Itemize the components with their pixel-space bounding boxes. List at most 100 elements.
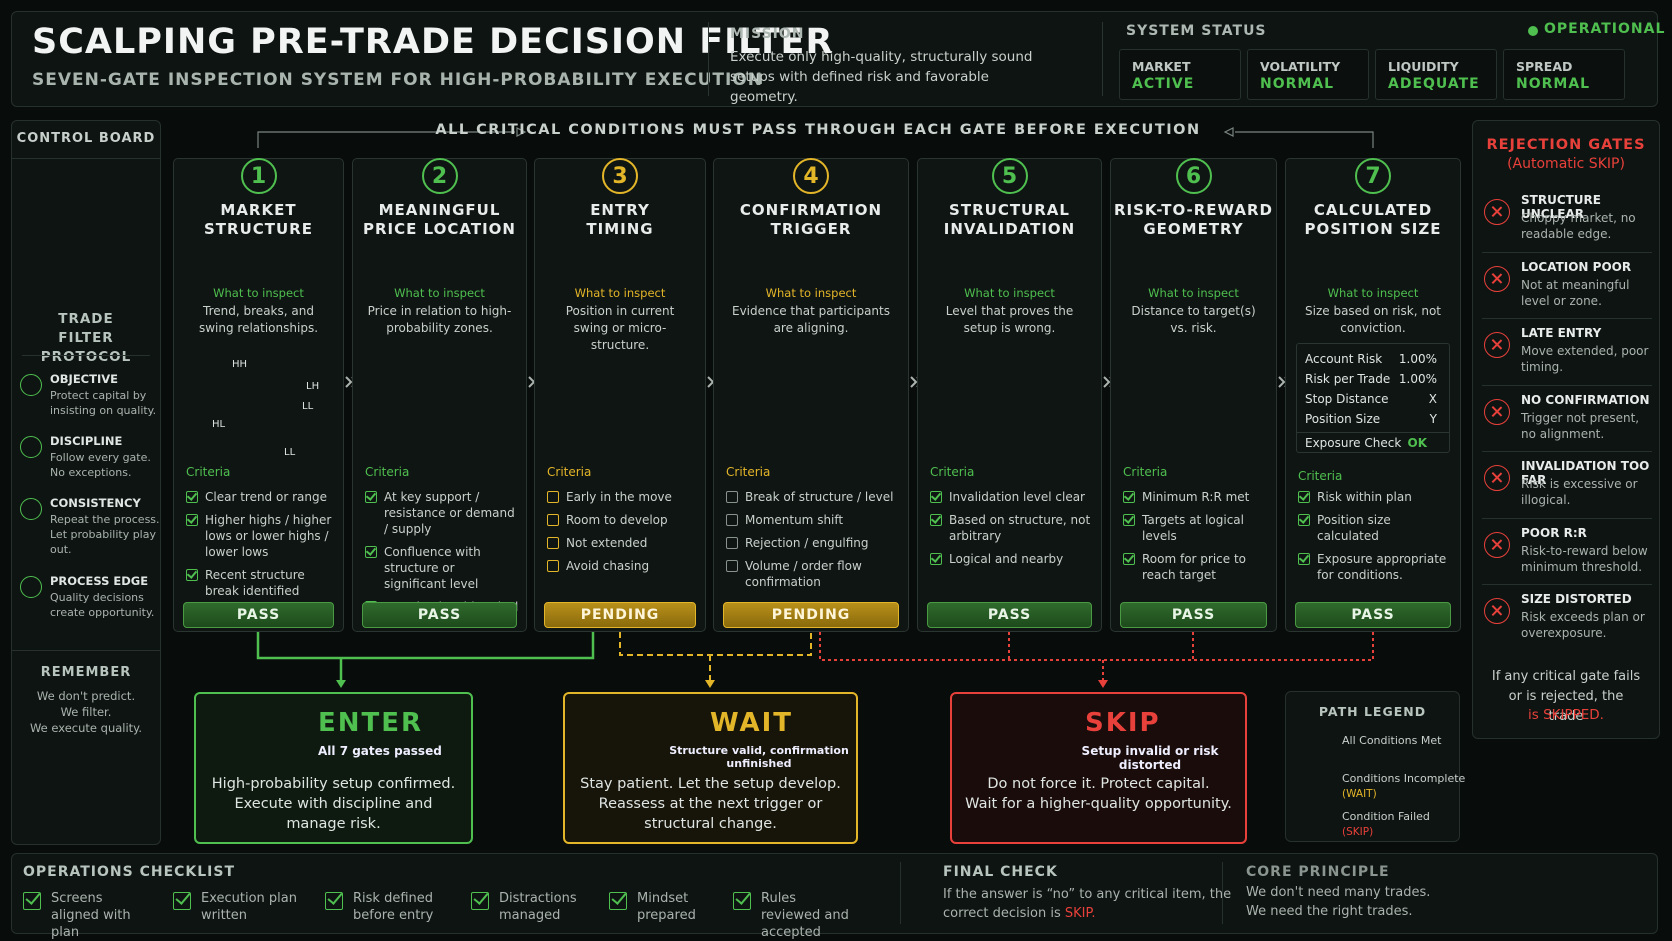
outcome-line: Reassess at the next trigger or structur… [598, 796, 823, 832]
divider [1222, 862, 1223, 924]
gate-inspect-label: What to inspect [964, 286, 1055, 300]
checkbox [186, 514, 198, 526]
checklist-title: OPERATIONS CHECKLIST [23, 864, 236, 880]
protocol-item-title: OBJECTIVE [50, 372, 118, 386]
criterion-text: Avoid chasing [566, 559, 650, 573]
checklist-item: Risk defined before entry [325, 890, 449, 924]
cb-title: CONTROL BOARD [16, 131, 156, 146]
rule [1297, 432, 1449, 433]
checklist-box [173, 892, 191, 910]
protocol-item-text: Quality decisions create opportunity. [50, 591, 155, 619]
gate-title-line: PRICE LOCATION [363, 220, 516, 238]
checklist-item: Execution plan written [173, 890, 297, 924]
criterion: Based on structure, not arbitrary [930, 512, 1095, 544]
checkbox [726, 514, 738, 526]
table-label: Account Risk [1305, 352, 1383, 366]
rejection-item: SIZE DISTORTED Risk exceeds plan or overe… [1472, 592, 1660, 652]
status-box: MARKET ACTIVE [1119, 49, 1241, 100]
criteria-list: Risk within plan Position size calculated… [1298, 489, 1454, 583]
gate-status: PENDING [723, 602, 899, 628]
criterion: Clear trend or range [186, 489, 337, 505]
rejection-item-text: Move extended, poor timing. [1521, 344, 1649, 374]
core-title: CORE PRINCIPLE [1246, 864, 1390, 880]
reject-icon [1484, 598, 1510, 624]
gate-inspect-text: Position in current swing or micro-struc… [565, 304, 675, 352]
banner: ALL CRITICAL CONDITIONS MUST PASS THROUG… [435, 122, 1201, 138]
title: SCALPING PRE-TRADE DECISION FILTER [32, 22, 834, 62]
criterion-text: Not extended [566, 536, 648, 550]
rule [1482, 251, 1652, 253]
outcome-title: SKIP [1085, 708, 1161, 738]
gate-number: 4 [793, 158, 829, 194]
divider [708, 22, 709, 96]
remember-title: REMEMBER [40, 665, 132, 680]
gate-title: RISK-TO-REWARD GEOMETRY [1111, 201, 1276, 239]
checkbox [547, 491, 559, 503]
checkbox [547, 514, 559, 526]
final-check-text: If the answer is “no” to any critical it… [943, 885, 1233, 923]
checkbox [365, 546, 377, 558]
protocol-item: CONSISTENCY Repeat the process. Let proba… [14, 496, 160, 556]
gate-title-line: STRUCTURAL [949, 201, 1070, 219]
criteria-label: Criteria [547, 465, 592, 479]
remember-line: We don't predict. [36, 689, 136, 703]
criterion-text: Volume / order flow confirmation [745, 559, 862, 589]
criterion: Early in the move [547, 489, 699, 505]
protocol-item-text: Follow every gate. No exceptions. [50, 451, 151, 479]
legend-label: All Conditions Met [1342, 734, 1442, 747]
reject-icon [1484, 199, 1510, 225]
rejection-item-text: Risk is excessive or illogical. [1521, 477, 1638, 507]
outcome-subtitle: All 7 gates passed [318, 744, 442, 758]
rejection-footer: If any critical gate fails or is rejecte… [1491, 669, 1641, 724]
final-check-body: If the answer is “no” to any critical it… [943, 887, 1232, 921]
rule [1482, 384, 1652, 386]
rule [1482, 517, 1652, 519]
rule [22, 355, 150, 356]
decoration [256, 632, 595, 683]
status-item-value: ACTIVE [1132, 76, 1195, 92]
criterion-text: Confluence with structure or significant… [384, 545, 481, 591]
gate-title-line: TRIGGER [770, 220, 852, 238]
criterion: Momentum shift [726, 512, 902, 528]
protocol-icon [20, 374, 42, 396]
table-label: Position Size [1305, 412, 1381, 426]
status-box: LIQUIDITY ADEQUATE [1375, 49, 1497, 100]
criterion: Targets at logical levels [1123, 512, 1270, 544]
criterion: Break of structure / level [726, 489, 902, 505]
protocol-item: PROCESS EDGE Quality decisions create opp… [14, 574, 154, 634]
gate-inspect-text: Distance to target(s) vs. risk. [1131, 304, 1256, 335]
protocol-icon [20, 498, 42, 520]
gate-status: PENDING [544, 602, 696, 628]
gate-card: 5 STRUCTURAL INVALIDATION What to inspect Le… [917, 158, 1102, 632]
gate-title-line: CALCULATED [1313, 201, 1433, 219]
protocol-item-title: PROCESS EDGE [50, 574, 149, 588]
mission-label: MISSION [730, 26, 805, 42]
gate-card: 2 MEANINGFUL PRICE LOCATION What to inspect… [352, 158, 527, 632]
protocol-item-title: CONSISTENCY [50, 496, 141, 510]
criterion-text: Exposure appropriate for conditions. [1317, 552, 1447, 582]
criteria-label: Criteria [726, 465, 771, 479]
table-value: X [1428, 392, 1437, 406]
gate-title: CALCULATED POSITION SIZE [1286, 201, 1460, 239]
rule [11, 650, 161, 651]
status-item-value: ADEQUATE [1388, 76, 1480, 92]
checkbox [1123, 553, 1135, 565]
gate-status: PASS [1295, 602, 1451, 628]
criterion: Room to develop [547, 512, 699, 528]
gate-title-line: INVALIDATION [943, 220, 1076, 238]
criterion: Volume / order flow confirmation [726, 558, 902, 590]
checklist-box [471, 892, 489, 910]
chart-label: HH [232, 359, 248, 370]
criterion-text: Momentum shift [745, 513, 844, 527]
exposure-label: Exposure Check [1305, 436, 1402, 450]
rejection-item-text: Trigger not present, no alignment. [1521, 410, 1640, 441]
gate-title: MARKET STRUCTURE [174, 201, 343, 239]
table-label: Stop Distance [1305, 392, 1389, 406]
criterion: Recent structure break identified [186, 567, 337, 599]
chart-label: LL [302, 401, 314, 412]
status-label: SYSTEM STATUS [1126, 23, 1267, 39]
checklist-box [609, 892, 627, 910]
table-value: 1.00% [1398, 372, 1437, 386]
reject-icon [1484, 265, 1510, 292]
